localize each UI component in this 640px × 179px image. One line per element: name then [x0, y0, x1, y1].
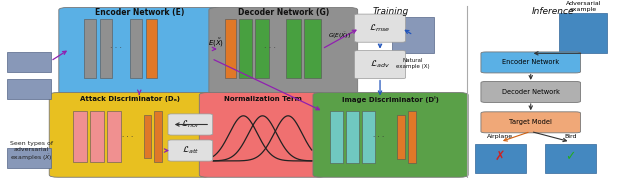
- FancyBboxPatch shape: [481, 52, 580, 73]
- Bar: [146, 20, 157, 79]
- Text: ✓: ✓: [565, 150, 575, 163]
- FancyBboxPatch shape: [481, 112, 580, 133]
- Text: Natural
example (X): Natural example (X): [396, 58, 429, 69]
- Text: Adversarial
example: Adversarial example: [566, 1, 601, 12]
- Text: Encoder Network (E): Encoder Network (E): [95, 8, 184, 17]
- FancyBboxPatch shape: [168, 140, 212, 161]
- Text: Encoder Network: Encoder Network: [502, 59, 559, 66]
- Bar: [7, 52, 51, 72]
- FancyBboxPatch shape: [59, 8, 220, 94]
- FancyBboxPatch shape: [481, 81, 580, 102]
- Text: Decoder Network (G): Decoder Network (G): [238, 8, 329, 17]
- FancyBboxPatch shape: [355, 50, 406, 79]
- Bar: [330, 112, 343, 163]
- Text: $\mathcal{L}_{mse}$: $\mathcal{L}_{mse}$: [369, 22, 391, 34]
- Text: Attack Discriminator (Dₐ): Attack Discriminator (Dₐ): [81, 96, 180, 102]
- Text: Normalization Term: Normalization Term: [223, 96, 301, 102]
- Bar: [225, 20, 236, 79]
- Text: Seen types of
adversarial
examples ($\tilde{X}$): Seen types of adversarial examples ($\ti…: [10, 141, 53, 163]
- Text: $\mathcal{L}_{att}$: $\mathcal{L}_{att}$: [182, 145, 199, 156]
- Bar: [346, 112, 359, 163]
- Bar: [255, 20, 269, 79]
- Bar: [84, 20, 97, 79]
- Bar: [100, 20, 113, 79]
- Text: Inference: Inference: [532, 7, 574, 16]
- Bar: [154, 112, 162, 162]
- FancyBboxPatch shape: [199, 93, 326, 177]
- Text: Decoder Network: Decoder Network: [502, 89, 559, 95]
- Text: · · ·: · · ·: [109, 44, 122, 54]
- Bar: [286, 20, 301, 79]
- Text: $E(\tilde{X})$: $E(\tilde{X})$: [208, 37, 224, 49]
- FancyBboxPatch shape: [168, 114, 212, 135]
- Text: Airplane: Airplane: [487, 134, 513, 139]
- Bar: [7, 79, 51, 99]
- Text: Bird: Bird: [564, 134, 577, 139]
- Text: Target Model: Target Model: [509, 119, 552, 125]
- Text: Training: Training: [372, 7, 408, 16]
- Text: Image Discriminator (Dᴵ): Image Discriminator (Dᴵ): [342, 96, 438, 103]
- Bar: [474, 144, 525, 173]
- Bar: [397, 115, 405, 159]
- Text: ✗: ✗: [495, 150, 506, 163]
- FancyBboxPatch shape: [313, 93, 468, 177]
- FancyBboxPatch shape: [355, 14, 406, 42]
- Text: $\mathcal{L}_{nor}$: $\mathcal{L}_{nor}$: [180, 119, 200, 130]
- FancyBboxPatch shape: [209, 8, 358, 94]
- Bar: [362, 112, 375, 163]
- Bar: [545, 144, 596, 173]
- Bar: [108, 112, 122, 162]
- Bar: [392, 17, 434, 53]
- FancyBboxPatch shape: [49, 93, 211, 177]
- Bar: [130, 20, 143, 79]
- Bar: [239, 20, 252, 79]
- Bar: [144, 115, 152, 158]
- Text: $\mathcal{L}_{adv}$: $\mathcal{L}_{adv}$: [370, 59, 390, 70]
- Text: · · ·: · · ·: [264, 44, 276, 54]
- Bar: [73, 112, 87, 162]
- Bar: [559, 13, 607, 53]
- Text: $G(E(\tilde{X}))$: $G(E(\tilde{X}))$: [328, 31, 351, 41]
- Bar: [304, 20, 321, 79]
- Bar: [408, 112, 416, 163]
- Text: · · ·: · · ·: [122, 134, 132, 140]
- Bar: [7, 148, 51, 168]
- Bar: [90, 112, 104, 162]
- Text: · · ·: · · ·: [373, 134, 385, 140]
